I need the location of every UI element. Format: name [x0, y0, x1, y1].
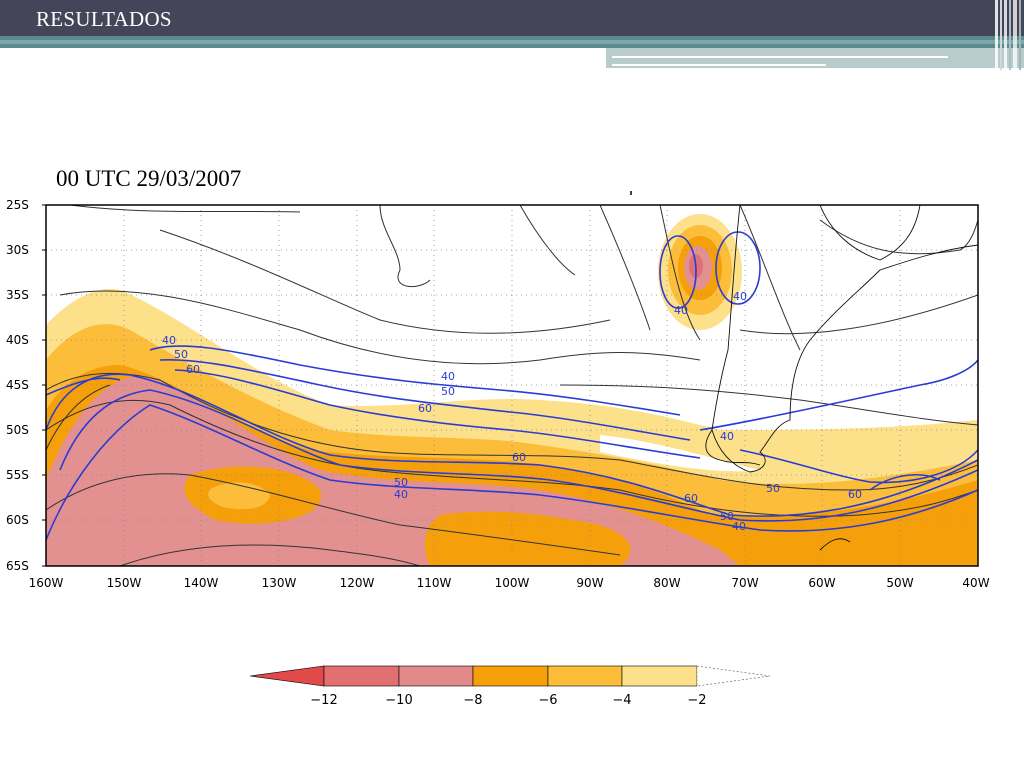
lon-label: 90W	[576, 576, 603, 590]
isotach-label: 40	[441, 370, 455, 383]
lat-label: 60S	[6, 513, 29, 527]
lon-label: 40W	[962, 576, 989, 590]
isotach-label: 50	[441, 385, 455, 398]
colorbar-label: −8	[463, 693, 482, 708]
lon-label: 150W	[107, 576, 142, 590]
header-white-line	[612, 56, 948, 58]
colorbar-legend: −12 −10 −8 −6 −4 −2	[249, 665, 771, 708]
lat-label: 65S	[6, 559, 29, 573]
axis-ticks	[42, 204, 46, 567]
synoptic-map: 40 50 60 40 50 60 60 50 40 40 40 40 60 5…	[6, 191, 990, 590]
colorbar-label: −10	[385, 693, 412, 708]
isotach-label: 40	[162, 334, 176, 347]
lon-label: 130W	[262, 576, 297, 590]
shade-gap	[600, 435, 760, 472]
lat-label: 40S	[6, 333, 29, 347]
isotach-label: 60	[684, 492, 698, 505]
colorbar-label: −6	[538, 693, 557, 708]
isotach-label: 60	[512, 451, 526, 464]
isotach-label: 40	[394, 488, 408, 501]
colorbar-swatch-minus12	[249, 665, 325, 687]
map-timestamp: 00 UTC 29/03/2007	[56, 166, 242, 191]
colorbar-swatch-open	[696, 665, 771, 687]
lon-label: 140W	[184, 576, 219, 590]
lon-label: 80W	[653, 576, 680, 590]
lat-label: 30S	[6, 243, 29, 257]
lon-label: 120W	[340, 576, 375, 590]
isotach-label: 60	[848, 488, 862, 501]
isotach-label: 50	[174, 348, 188, 361]
lat-label: 55S	[6, 468, 29, 482]
streamlines	[46, 205, 978, 566]
colorbar-swatch-minus2	[621, 665, 698, 687]
isotach-label: 40	[720, 430, 734, 443]
coastline	[705, 205, 978, 551]
isotach-label: 40	[674, 304, 688, 317]
colorbar-swatch-minus6	[472, 665, 549, 687]
lon-label: 100W	[495, 576, 530, 590]
isotachs	[46, 231, 978, 541]
colorbar-swatch-minus10	[323, 665, 400, 687]
isotach-label: 40	[733, 290, 747, 303]
latitude-axis: 25S 30S 35S 40S 45S 50S 55S 60S 65S	[6, 198, 29, 573]
colorbar-swatch-minus8	[398, 665, 474, 687]
isotach-label: 50	[720, 510, 734, 523]
lon-label: 70W	[731, 576, 758, 590]
isotach-label: 60	[418, 402, 432, 415]
slide-title: RESULTADOS	[36, 7, 172, 31]
lat-label: 25S	[6, 198, 29, 212]
lat-label: 50S	[6, 423, 29, 437]
longitude-axis: 160W 150W 140W 130W 120W 110W 100W 90W 8…	[29, 576, 990, 590]
header-teal-band-highlight	[0, 40, 1024, 44]
header-vertical-stripes	[995, 0, 1021, 70]
lon-label: 110W	[417, 576, 452, 590]
colorbar-label: −4	[612, 693, 631, 708]
header-white-line-2	[612, 64, 826, 66]
lon-label: 160W	[29, 576, 64, 590]
lon-label: 50W	[886, 576, 913, 590]
lon-label: 60W	[808, 576, 835, 590]
colorbar-label: −12	[310, 693, 337, 708]
shade-minus6-patch-2	[424, 511, 631, 566]
isotach-label: 60	[186, 363, 200, 376]
lat-label: 35S	[6, 288, 29, 302]
lat-label: 45S	[6, 378, 29, 392]
colorbar-label: −2	[687, 693, 706, 708]
isotach-labels: 40 50 60 40 50 60 60 50 40 40 40 40 60 5…	[162, 290, 862, 533]
colorbar-swatch-minus4	[547, 665, 623, 687]
slide-header-bar	[0, 0, 1024, 36]
header-grey-strip	[606, 48, 1024, 68]
isotach-label: 50	[394, 476, 408, 489]
isotach-label: 40	[732, 520, 746, 533]
isotach-label: 50	[766, 482, 780, 495]
